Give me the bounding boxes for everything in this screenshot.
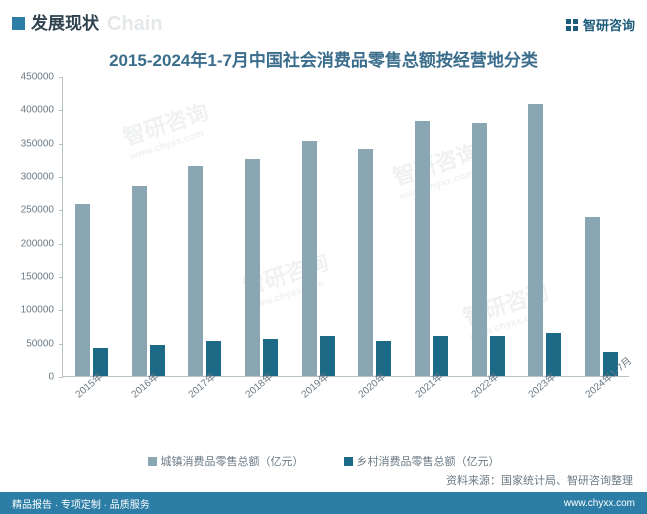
bar-group <box>300 141 336 376</box>
y-tick-label: 50000 <box>10 338 54 349</box>
y-tick-label: 100000 <box>10 305 54 316</box>
header-title: 发展现状 <box>31 9 99 34</box>
bar <box>415 121 430 376</box>
chart-legend: 城镇消费品零售总额（亿元） 乡村消费品零售总额（亿元） <box>0 453 647 469</box>
chart-title: 2015-2024年1-7月中国社会消费品零售总额按经营地分类 <box>0 34 647 77</box>
bar <box>132 186 147 376</box>
footer-bar: 精品报告 · 专项定制 · 品质服务 www.chyxx.com <box>0 492 647 514</box>
bar-group <box>413 121 449 376</box>
bar-group <box>584 217 620 376</box>
footer-left: 精品报告 · 专项定制 · 品质服务 <box>12 496 150 511</box>
data-source: 资料来源：国家统计局、智研咨询整理 <box>446 472 633 488</box>
bar-group <box>470 123 506 376</box>
bar-group <box>527 104 563 376</box>
y-tick-label: 150000 <box>10 272 54 283</box>
y-tick-label: 300000 <box>10 172 54 183</box>
brand-logo-icon <box>565 18 579 32</box>
y-tick-label: 250000 <box>10 205 54 216</box>
y-tick-label: 450000 <box>10 72 54 83</box>
bar <box>528 104 543 376</box>
legend-item: 乡村消费品零售总额（亿元） <box>344 453 500 469</box>
y-tick-label: 200000 <box>10 238 54 249</box>
legend-swatch <box>148 457 157 466</box>
bar <box>585 217 600 376</box>
y-axis: 0500001000001500002000002500003000003500… <box>10 77 58 377</box>
header-ghost-text: Chain <box>107 13 163 36</box>
legend-swatch <box>344 457 353 466</box>
bar <box>75 204 90 376</box>
legend-label: 乡村消费品零售总额（亿元） <box>357 453 500 469</box>
y-tick-label: 400000 <box>10 105 54 116</box>
header-square-icon <box>12 17 25 30</box>
plot-area: 智研咨询 www.chyxx.com 智研咨询 www.chyxx.com 智研… <box>62 77 629 377</box>
legend-item: 城镇消费品零售总额（亿元） <box>148 453 304 469</box>
bar <box>472 123 487 376</box>
bar <box>358 149 373 376</box>
header-bar: 发展现状 Chain 智研咨询 <box>0 0 647 34</box>
bar-group <box>357 149 393 376</box>
y-tick-label: 0 <box>10 372 54 383</box>
bar-group <box>243 159 279 376</box>
bar-group <box>73 204 109 376</box>
bar-group <box>187 166 223 376</box>
brand-logo: 智研咨询 <box>565 15 635 34</box>
bar <box>302 141 317 376</box>
chart-area: 0 50000 100000 150000 200000 250000 300000 3500… <box>10 77 629 407</box>
x-axis-labels: 2015年2016年2017年2018年2019年2020年2021年2022年… <box>62 377 629 413</box>
bar <box>245 159 260 376</box>
y-tick-label: 350000 <box>10 138 54 149</box>
bar-group <box>130 186 166 376</box>
brand-logo-text: 智研咨询 <box>583 15 635 34</box>
legend-label: 城镇消费品零售总额（亿元） <box>161 453 304 469</box>
watermark: 智研咨询 www.chyxx.com <box>119 94 216 162</box>
bar <box>188 166 203 376</box>
footer-right: www.chyxx.com <box>564 498 635 509</box>
